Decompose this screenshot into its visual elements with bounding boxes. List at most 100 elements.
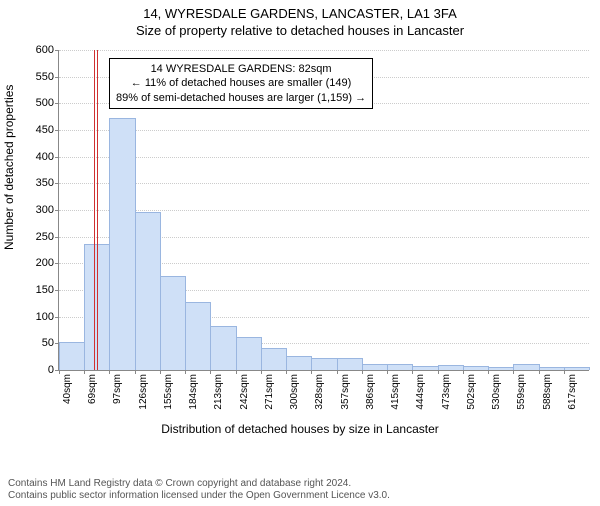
x-tick (261, 370, 262, 374)
y-tick (55, 183, 59, 184)
x-tick (337, 370, 338, 374)
x-tick-label: 502sqm (466, 374, 477, 410)
y-tick-label: 300 (36, 204, 54, 216)
x-tick (59, 370, 60, 374)
y-tick (55, 50, 59, 51)
page-title-address: 14, WYRESDALE GARDENS, LANCASTER, LA1 3F… (0, 6, 600, 21)
histogram-bar (513, 364, 539, 370)
page-subtitle: Size of property relative to detached ho… (0, 23, 600, 38)
x-tick-label: 300sqm (289, 374, 300, 410)
gridline (59, 157, 589, 158)
x-tick (236, 370, 237, 374)
y-tick-label: 150 (36, 284, 54, 296)
y-tick-label: 0 (48, 364, 54, 376)
x-tick (135, 370, 136, 374)
y-tick-label: 400 (36, 151, 54, 163)
x-tick-label: 588sqm (542, 374, 553, 410)
y-tick-label: 50 (42, 337, 54, 349)
x-tick-label: 530sqm (491, 374, 502, 410)
x-tick (539, 370, 540, 374)
x-tick (463, 370, 464, 374)
gridline (59, 50, 589, 51)
x-tick-label: 213sqm (213, 374, 224, 410)
x-tick-label: 415sqm (390, 374, 401, 410)
x-tick-label: 155sqm (163, 374, 174, 410)
info-box-line: ← 11% of detached houses are smaller (14… (116, 76, 366, 90)
chart-container: Number of detached properties 0501001502… (0, 50, 600, 460)
x-tick (438, 370, 439, 374)
x-tick-label: 357sqm (340, 374, 351, 410)
histogram-bar (438, 365, 464, 370)
footer-line-1: Contains HM Land Registry data © Crown c… (8, 478, 592, 490)
info-box-line: 89% of semi-detached houses are larger (… (116, 91, 366, 105)
x-tick-label: 444sqm (415, 374, 426, 410)
histogram-bar (387, 364, 413, 370)
histogram-bar (210, 326, 236, 370)
info-box-line: 14 WYRESDALE GARDENS: 82sqm (116, 62, 366, 76)
histogram-bar (539, 367, 565, 370)
y-tick (55, 157, 59, 158)
x-tick-label: 328sqm (314, 374, 325, 410)
y-tick-label: 100 (36, 311, 54, 323)
y-tick (55, 263, 59, 264)
x-tick (210, 370, 211, 374)
x-tick (286, 370, 287, 374)
y-tick-label: 600 (36, 44, 54, 56)
y-tick-label: 450 (36, 124, 54, 136)
y-tick (55, 130, 59, 131)
x-axis-label: Distribution of detached houses by size … (0, 422, 600, 436)
y-tick (55, 237, 59, 238)
histogram-bar (109, 118, 135, 370)
histogram-bar (463, 366, 489, 370)
x-tick (387, 370, 388, 374)
x-tick (160, 370, 161, 374)
y-tick-label: 350 (36, 177, 54, 189)
footer-line-2: Contains public sector information licen… (8, 490, 592, 502)
x-tick-label: 184sqm (188, 374, 199, 410)
histogram-bar (488, 367, 514, 370)
histogram-bar (564, 367, 590, 370)
y-tick (55, 103, 59, 104)
x-tick (488, 370, 489, 374)
x-tick (109, 370, 110, 374)
plot-area: 05010015020025030035040045050055060040sq… (58, 50, 589, 371)
histogram-bar (286, 356, 312, 370)
histogram-bar (412, 366, 438, 370)
y-axis-label: Number of detached properties (2, 85, 16, 250)
x-tick-label: 242sqm (239, 374, 250, 410)
y-tick (55, 317, 59, 318)
x-tick-label: 473sqm (441, 374, 452, 410)
histogram-bar (311, 358, 337, 370)
footer-attribution: Contains HM Land Registry data © Crown c… (8, 478, 592, 502)
property-marker-line (94, 50, 95, 370)
x-tick-label: 69sqm (87, 374, 98, 404)
x-tick (564, 370, 565, 374)
x-tick (513, 370, 514, 374)
x-tick (185, 370, 186, 374)
y-tick-label: 200 (36, 257, 54, 269)
x-tick-label: 126sqm (138, 374, 149, 410)
x-tick (311, 370, 312, 374)
histogram-bar (261, 348, 287, 370)
y-tick-label: 500 (36, 97, 54, 109)
x-tick (412, 370, 413, 374)
x-tick-label: 271sqm (264, 374, 275, 410)
histogram-bar (185, 302, 211, 370)
y-tick-label: 550 (36, 71, 54, 83)
histogram-bar (337, 358, 363, 370)
histogram-bar (236, 337, 262, 370)
histogram-bar (362, 364, 388, 370)
histogram-bar (135, 212, 161, 370)
y-tick (55, 290, 59, 291)
gridline (59, 183, 589, 184)
info-box: 14 WYRESDALE GARDENS: 82sqm← 11% of deta… (109, 58, 373, 109)
x-tick (84, 370, 85, 374)
y-tick (55, 77, 59, 78)
x-tick-label: 40sqm (62, 374, 73, 404)
x-tick-label: 386sqm (365, 374, 376, 410)
x-tick (362, 370, 363, 374)
histogram-bar (160, 276, 186, 370)
x-tick-label: 617sqm (567, 374, 578, 410)
histogram-bar (59, 342, 85, 370)
property-marker-line (97, 50, 98, 370)
